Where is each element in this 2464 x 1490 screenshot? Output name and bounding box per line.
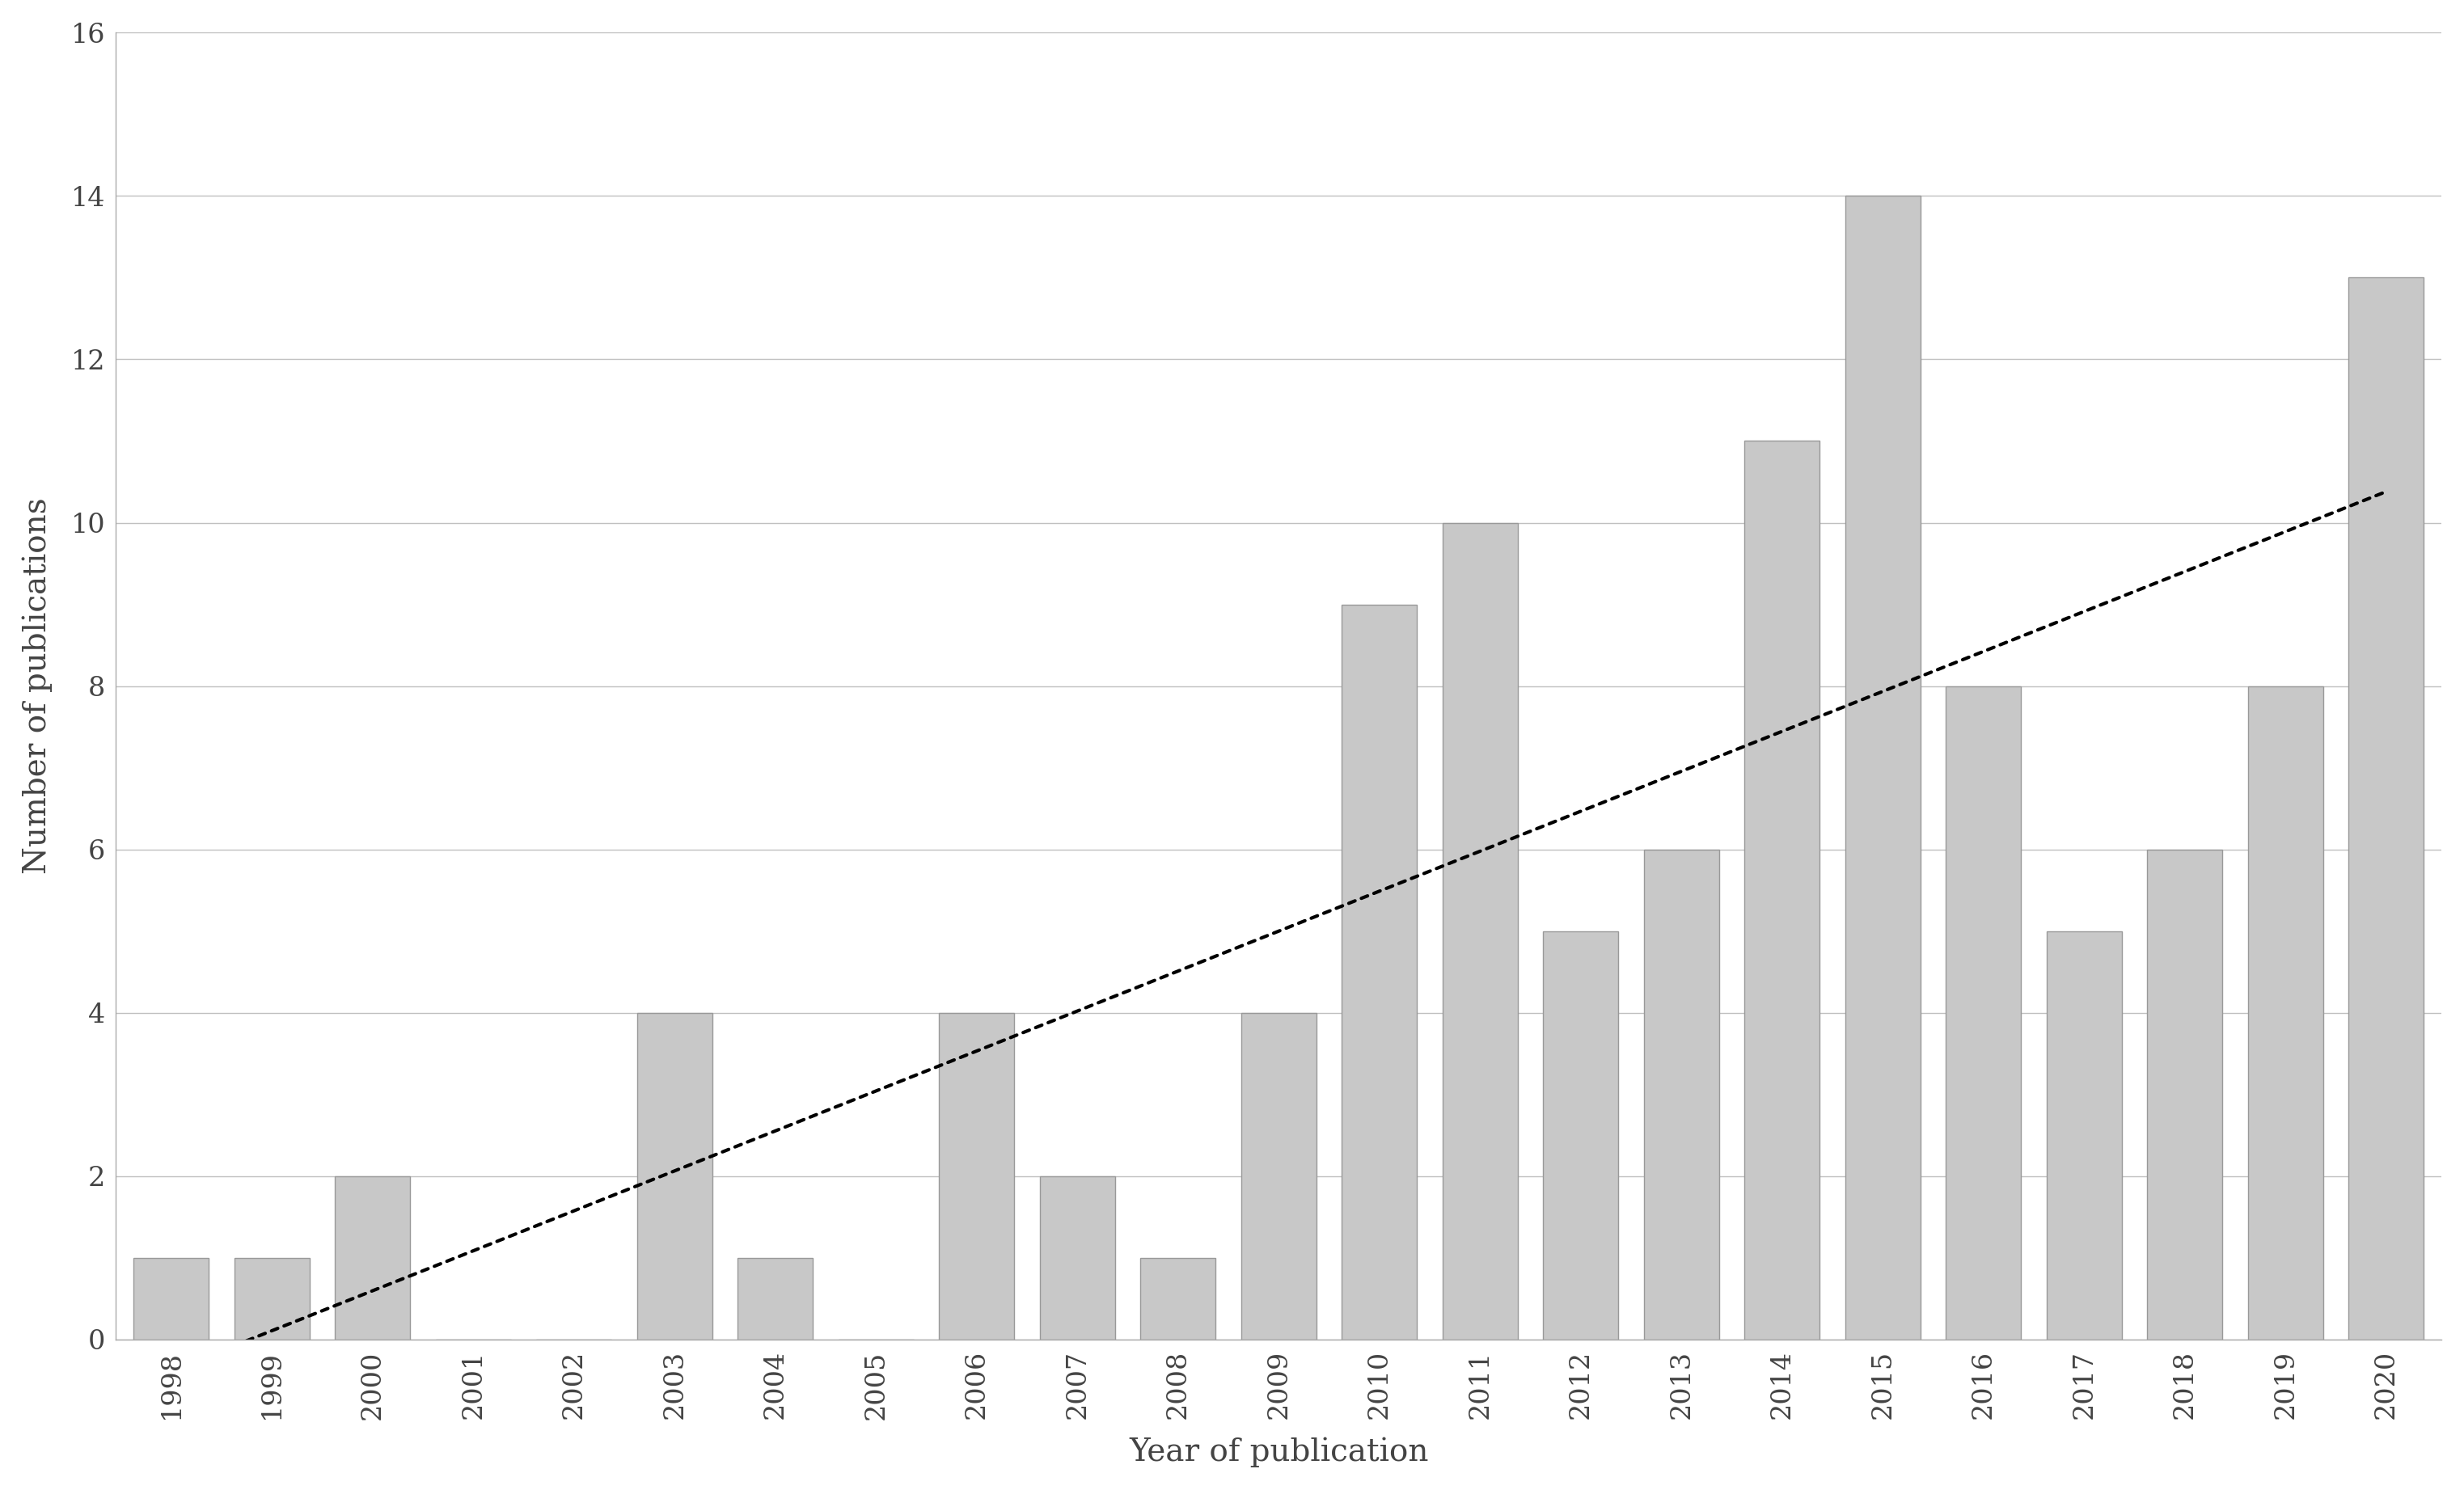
X-axis label: Year of publication: Year of publication: [1129, 1438, 1429, 1468]
Bar: [1040, 1176, 1116, 1340]
Bar: [1441, 523, 1518, 1340]
Bar: [1745, 441, 1821, 1340]
Bar: [1242, 1013, 1316, 1340]
Y-axis label: Number of publications: Number of publications: [22, 498, 52, 875]
Bar: [2348, 277, 2425, 1340]
Bar: [1340, 605, 1417, 1340]
Bar: [1542, 931, 1619, 1340]
Bar: [2048, 931, 2122, 1340]
Bar: [2146, 849, 2223, 1340]
Bar: [737, 1258, 813, 1340]
Bar: [1947, 685, 2020, 1340]
Bar: [1141, 1258, 1215, 1340]
Bar: [335, 1176, 411, 1340]
Bar: [939, 1013, 1015, 1340]
Bar: [234, 1258, 310, 1340]
Bar: [133, 1258, 209, 1340]
Bar: [636, 1013, 712, 1340]
Bar: [1643, 849, 1720, 1340]
Bar: [1846, 197, 1919, 1340]
Bar: [2247, 685, 2324, 1340]
